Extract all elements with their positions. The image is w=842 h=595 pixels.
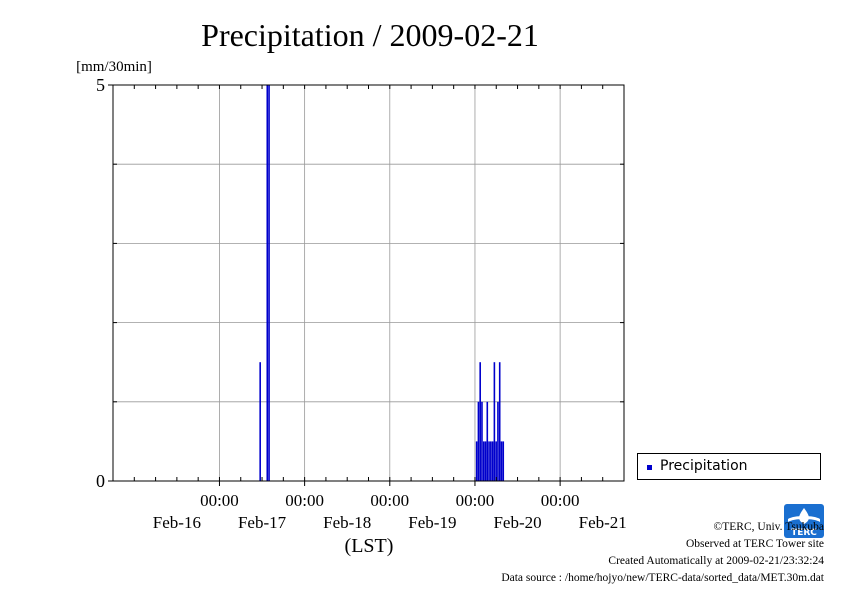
precipitation-bars xyxy=(259,85,505,481)
precipitation-bar xyxy=(498,362,501,481)
y-axis-ticks: 05 xyxy=(96,75,624,491)
x-tick-time-label: 00:00 xyxy=(456,491,495,510)
x-tick-time-label: 00:00 xyxy=(370,491,409,510)
y-tick-label: 0 xyxy=(96,471,105,491)
y-axis-label: [mm/30min] xyxy=(76,59,152,75)
precipitation-bar xyxy=(491,441,494,481)
x-day-label: Feb-19 xyxy=(408,513,456,532)
precipitation-bar xyxy=(479,362,481,481)
precipitation-bar xyxy=(477,401,480,481)
x-day-label: Feb-20 xyxy=(493,513,541,532)
x-day-label: Feb-16 xyxy=(153,513,201,532)
x-axis-label: (LST) xyxy=(345,535,394,557)
x-day-label: Feb-18 xyxy=(323,513,371,532)
precipitation-bar xyxy=(475,441,478,481)
legend-swatch xyxy=(647,465,652,470)
precipitation-bar xyxy=(268,85,270,481)
precipitation-bar xyxy=(497,401,499,481)
precipitation-bar xyxy=(500,441,503,481)
precipitation-bar xyxy=(481,401,483,481)
precipitation-bar xyxy=(490,441,492,481)
chart-title: Precipitation / 2009-02-21 xyxy=(201,17,539,53)
legend: Precipitation xyxy=(637,453,821,480)
data-source-text: Data source : /home/hojyo/new/TERC-data/… xyxy=(501,572,824,584)
plot-frame xyxy=(112,84,625,482)
terc-logo-icon: TERC xyxy=(784,504,824,538)
grid-lines xyxy=(113,85,624,481)
precipitation-bar xyxy=(484,441,487,481)
legend-label: Precipitation xyxy=(660,458,748,474)
precipitation-bar xyxy=(266,85,269,481)
copyright-text: ©TERC, Univ. Tsukuba xyxy=(713,521,824,533)
observed-text: Observed at TERC Tower site xyxy=(685,538,824,550)
x-tick-time-label: 00:00 xyxy=(200,491,239,510)
created-text: Created Automatically at 2009-02-21/23:3… xyxy=(608,555,824,567)
precipitation-bar xyxy=(488,441,490,481)
logo-text: TERC xyxy=(791,528,817,538)
precipitation-bar xyxy=(482,441,485,481)
precipitation-bar xyxy=(486,401,489,481)
precipitation-bar xyxy=(502,441,505,481)
x-axis-ticks: 00:00 00:00 00:00 00:00 00:00 Feb-16 Feb-17 Feb… xyxy=(133,85,627,532)
precipitation-bar xyxy=(495,441,497,481)
y-tick-label: 5 xyxy=(96,75,105,95)
x-day-label: Feb-21 xyxy=(579,513,627,532)
x-day-label: Feb-17 xyxy=(238,513,287,532)
x-tick-time-label: 00:00 xyxy=(541,491,580,510)
precipitation-bar xyxy=(259,362,261,481)
x-tick-time-label: 00:00 xyxy=(285,491,324,510)
precipitation-bar xyxy=(493,362,496,481)
